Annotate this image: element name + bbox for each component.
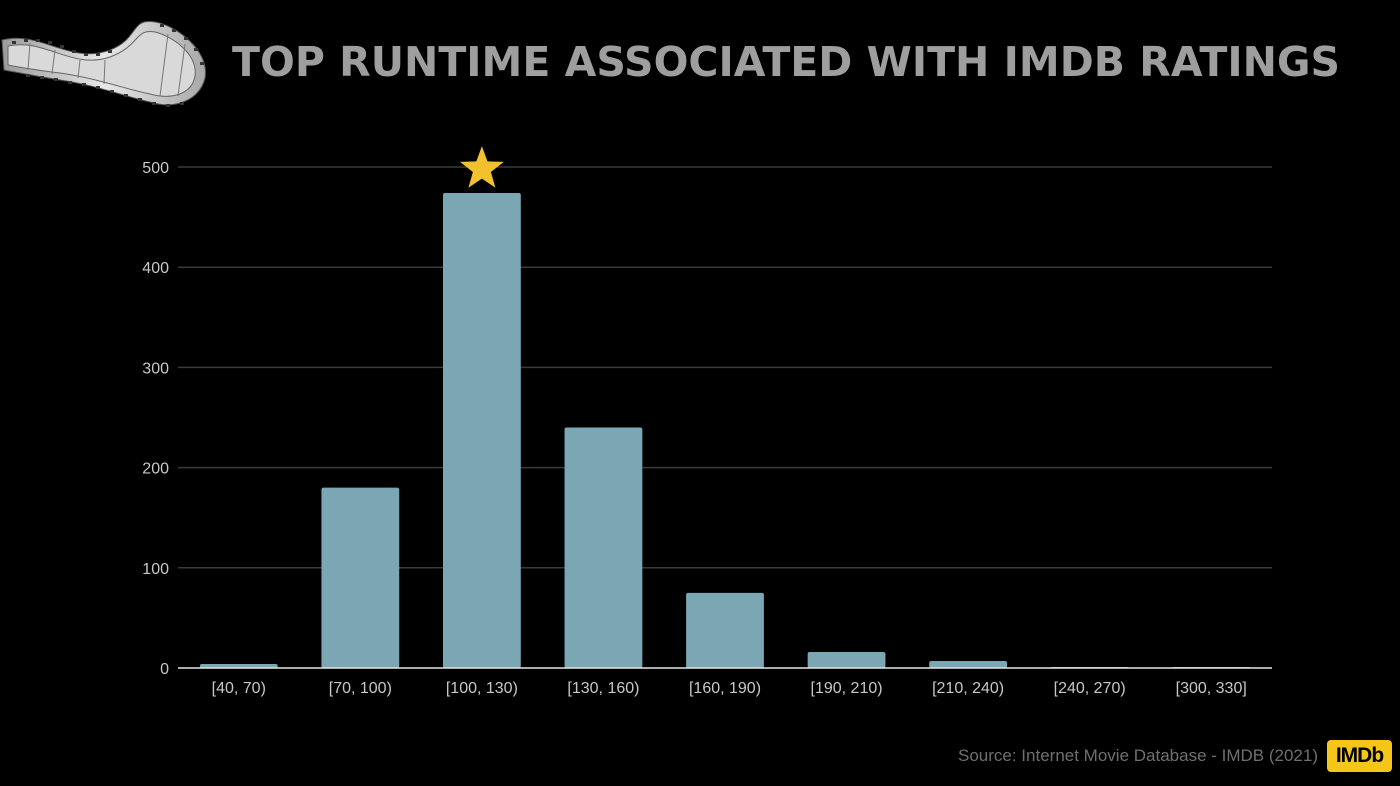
film-strip-icon [1, 21, 206, 107]
y-tick-label: 200 [142, 461, 169, 478]
bar [321, 487, 400, 668]
x-tick-label: [240, 270) [1054, 680, 1126, 697]
imdb-logo: IMDb [1327, 740, 1392, 772]
bar [807, 651, 886, 668]
x-tick-label: [100, 130) [446, 680, 518, 697]
y-tick-label: 100 [142, 561, 169, 578]
bar [564, 427, 643, 668]
bar [686, 592, 764, 668]
y-tick-label: 500 [142, 160, 169, 177]
x-tick-label: [70, 100) [329, 680, 392, 697]
bar [929, 660, 1008, 668]
star-icon [460, 146, 504, 188]
x-tick-label: [40, 70) [212, 680, 266, 697]
y-tick-label: 0 [160, 661, 169, 678]
x-tick-label: [300, 330] [1176, 680, 1247, 697]
page-title: TOP RUNTIME ASSOCIATED WITH IMDB RATINGS [232, 38, 1341, 86]
bar [442, 193, 521, 668]
x-tick-label: [160, 190) [689, 680, 761, 697]
x-tick-label: [130, 160) [567, 680, 639, 697]
x-tick-label: [190, 210) [811, 680, 883, 697]
y-tick-label: 400 [142, 260, 169, 277]
y-tick-label: 300 [142, 360, 169, 377]
bar [199, 663, 278, 668]
source-note: Source: Internet Movie Database - IMDB (… [958, 746, 1318, 765]
x-tick-label: [210, 240) [932, 680, 1004, 697]
